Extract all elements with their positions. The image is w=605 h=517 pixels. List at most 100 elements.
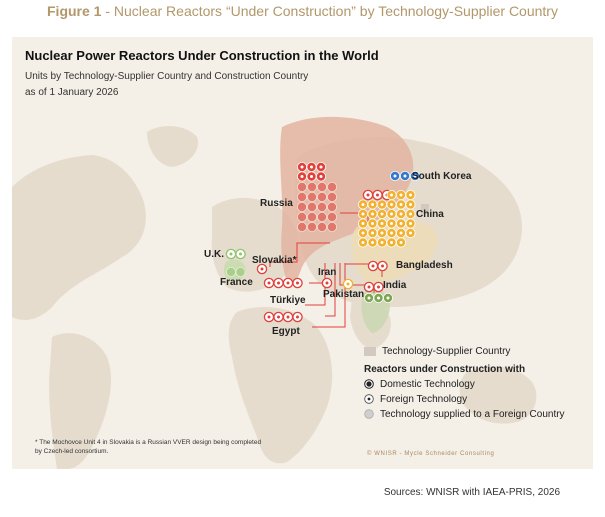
china-domestic-reactor xyxy=(357,208,368,219)
china-domestic-reactor xyxy=(386,218,397,229)
label-slovakia: Slovakia* xyxy=(252,255,297,266)
south-korea-reactor xyxy=(409,170,420,181)
china-domestic-reactor xyxy=(376,227,387,238)
australia-land xyxy=(459,366,537,424)
greenland-land xyxy=(147,125,198,167)
turkiye-reactor xyxy=(292,277,303,289)
label-egypt: Egypt xyxy=(272,326,300,337)
uk-reactor xyxy=(235,248,246,260)
russia-domestic-reactor xyxy=(296,171,307,182)
bangladesh-reactor xyxy=(367,260,379,272)
russia-export-reactor xyxy=(296,181,307,192)
china-domestic-reactor xyxy=(376,199,387,210)
china-domestic-reactor xyxy=(386,189,397,200)
china-domestic-reactor xyxy=(357,199,368,210)
russia-export-reactor xyxy=(326,181,337,192)
label-iran: Iran xyxy=(318,267,337,278)
legend-supplied-icon xyxy=(364,409,374,420)
legend-supplier-swatch xyxy=(364,346,376,356)
russia-supplier-area xyxy=(280,116,414,284)
label-france: France xyxy=(220,277,253,288)
russia-export-reactor xyxy=(306,221,317,232)
egypt-reactor xyxy=(282,311,294,323)
china-domestic-reactor xyxy=(395,227,406,238)
bangladesh-reactor xyxy=(377,260,388,272)
china-foreign-reactor xyxy=(372,189,383,201)
legend-domestic-text: Domestic Technology xyxy=(380,379,475,390)
china-domestic-reactor xyxy=(367,237,378,248)
china-domestic-reactor xyxy=(405,189,416,200)
russia-domestic-reactor xyxy=(306,162,317,173)
russia-export-reactor xyxy=(306,181,317,192)
label-india: India xyxy=(383,280,407,291)
turkiye-reactor xyxy=(273,277,284,289)
egypt-reactor xyxy=(263,311,275,323)
india-domestic-reactor xyxy=(373,292,384,303)
south-america-land xyxy=(49,333,112,469)
russia-export-reactor xyxy=(316,181,327,192)
panel-date: as of 1 January 2026 xyxy=(25,87,119,98)
figure-title-text: - Nuclear Reactors “Under Construction” … xyxy=(101,3,558,19)
pakistan-reactor xyxy=(342,278,354,290)
china-domestic-reactor xyxy=(405,208,416,219)
label-uk: U.K. xyxy=(204,249,224,260)
label-russia: Russia xyxy=(260,198,293,209)
china-domestic-reactor xyxy=(367,227,378,238)
china-domestic-reactor xyxy=(376,208,387,219)
panel-title: Nuclear Power Reactors Under Constructio… xyxy=(25,48,379,63)
china-domestic-reactor xyxy=(357,227,368,238)
china-domestic-reactor xyxy=(405,199,416,210)
russia-export-reactor xyxy=(326,191,337,202)
figure-number: Figure 1 xyxy=(47,3,102,19)
china-domestic-reactor xyxy=(386,208,397,219)
uk-reactor xyxy=(225,248,237,260)
russia-export-reactor xyxy=(296,191,307,202)
copyright-credit: © WNISR - Mycle Schneider Consulting xyxy=(367,451,495,457)
china-foreign-reactor xyxy=(362,189,374,201)
russia-export-reactor xyxy=(316,191,327,202)
russia-domestic-reactor xyxy=(315,162,326,173)
label-china: China xyxy=(416,209,444,220)
map-panel: Nuclear Power Reactors Under Constructio… xyxy=(12,37,593,469)
china-domestic-reactor xyxy=(405,227,416,238)
india-foreign-reactor xyxy=(373,281,384,293)
india-domestic-reactor xyxy=(363,292,374,303)
china-domestic-reactor xyxy=(395,199,406,210)
china-domestic-reactor xyxy=(357,218,368,229)
legend-foreign: Foreign Technology xyxy=(364,393,467,407)
legend-supplier: Technology-Supplier Country xyxy=(364,345,510,359)
china-domestic-reactor xyxy=(376,237,387,248)
slovakia-reactor xyxy=(256,263,268,275)
china-domestic-reactor xyxy=(405,218,416,229)
legend-supplied: Technology supplied to a Foreign Country xyxy=(364,408,565,422)
russia-export-reactor xyxy=(306,191,317,202)
india-domestic-reactor xyxy=(382,292,393,303)
footnote: * The Mochovce Unit 4 in Slovakia is a R… xyxy=(35,439,262,455)
turkiye-reactor xyxy=(263,277,275,289)
russia-export-reactor xyxy=(316,201,327,212)
china-domestic-reactor xyxy=(367,199,378,210)
reactor-dots xyxy=(225,162,420,323)
japan-land xyxy=(464,221,482,250)
south-korea-reactor xyxy=(399,170,410,181)
russia-export-reactor xyxy=(296,221,307,232)
africa-land xyxy=(228,307,333,464)
russia-export-reactor xyxy=(326,201,337,212)
panel-subtitle: Units by Technology-Supplier Country and… xyxy=(25,71,309,82)
south-korea-reactor xyxy=(389,170,400,181)
legend-supplied-text: Technology supplied to a Foreign Country xyxy=(380,409,565,420)
legend-domestic-icon xyxy=(364,379,374,390)
russia-export-reactor xyxy=(306,211,317,222)
china-domestic-reactor xyxy=(395,218,406,229)
france-export-reactor xyxy=(225,266,236,277)
china-domestic-reactor xyxy=(367,218,378,229)
china-domestic-reactor xyxy=(357,237,368,248)
russia-domestic-reactor xyxy=(306,171,317,182)
iran-reactor xyxy=(321,277,333,289)
china-domestic-reactor xyxy=(386,227,397,238)
china-domestic-reactor xyxy=(386,237,397,248)
india-foreign-reactor xyxy=(363,281,375,293)
china-domestic-reactor xyxy=(395,189,406,200)
korea-supplier-area xyxy=(421,204,429,214)
label-turkiye: Türkiye xyxy=(270,295,306,306)
